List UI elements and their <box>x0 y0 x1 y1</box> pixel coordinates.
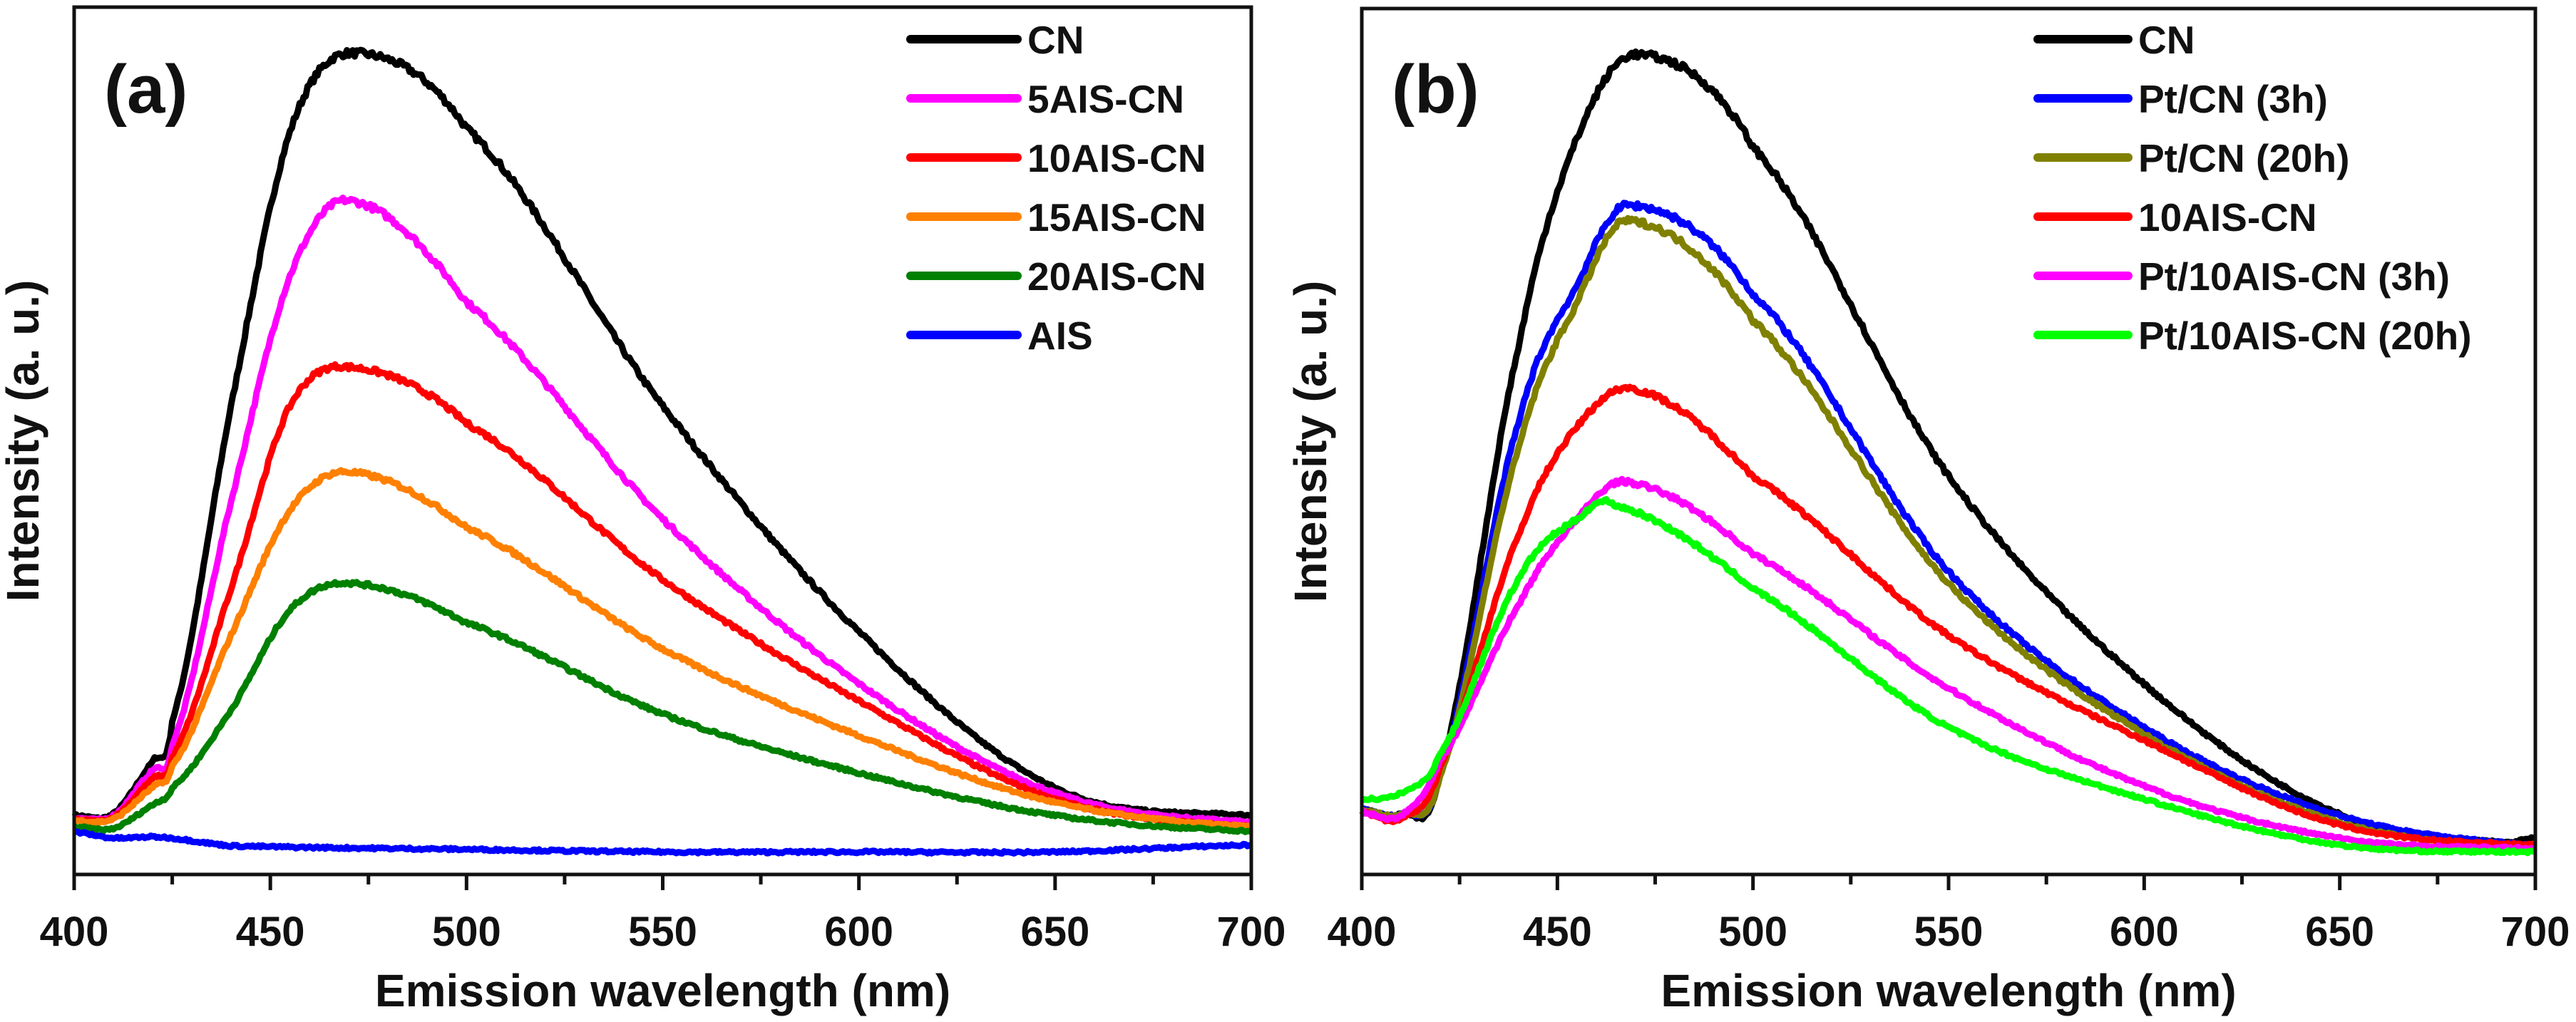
legend-label-2: Pt/CN (20h) <box>2138 136 2349 180</box>
legend-label-3: 10AIS-CN <box>2138 195 2317 239</box>
x-axis-label: Emission wavelength (nm) <box>1661 965 2236 1016</box>
y-axis-label: Intensity (a. u.) <box>0 280 48 602</box>
y-axis-label: Intensity (a. u.) <box>1285 281 1336 603</box>
legend-label-0: CN <box>2138 18 2195 62</box>
x-tick-label: 600 <box>2110 909 2179 955</box>
series-line-4 <box>72 579 1253 835</box>
legend-label-5: Pt/10AIS-CN (20h) <box>2138 314 2472 358</box>
x-tick-label: 700 <box>1217 909 1286 955</box>
series-line-3 <box>1359 383 2537 849</box>
legend-label-3: 15AIS-CN <box>1027 195 1206 239</box>
x-tick-label: 450 <box>1523 909 1592 955</box>
series-line-5 <box>1359 496 2537 857</box>
series-line-1 <box>1360 200 2537 849</box>
series-line-1 <box>73 195 1253 826</box>
plot-frame <box>1360 6 2537 877</box>
series-line-5 <box>73 827 1253 857</box>
panel-label: (b) <box>1392 51 1479 128</box>
legend-label-4: Pt/10AIS-CN (3h) <box>2138 254 2450 299</box>
x-tick-label: 650 <box>2305 909 2374 955</box>
series-line-3 <box>73 467 1253 831</box>
x-tick-label: 600 <box>824 909 893 955</box>
legend-label-4: 20AIS-CN <box>1027 254 1206 299</box>
legend-label-5: AIS <box>1027 314 1093 358</box>
series-line-2 <box>1360 215 2537 853</box>
x-tick-label: 500 <box>432 909 501 955</box>
x-axis-label: Emission wavelength (nm) <box>375 965 950 1016</box>
panel-b-chart: 400 450 500 550 600 650 700 Emission wavelength… <box>1285 6 2570 1016</box>
x-tick-label: 450 <box>236 909 305 955</box>
legend-label-2: 10AIS-CN <box>1027 136 1206 180</box>
x-tick-label: 650 <box>1020 909 1089 955</box>
legend-label-0: CN <box>1027 18 1084 62</box>
panel-a-chart: 400 450 500 550 600 650 700 Emission wavelength… <box>0 5 1286 1016</box>
series-line-0 <box>71 46 1253 822</box>
panel-label: (a) <box>104 51 188 128</box>
x-tick-label: 400 <box>40 909 109 955</box>
legend-label-1: 5AIS-CN <box>1027 77 1184 121</box>
x-tick-label: 400 <box>1328 909 1397 955</box>
legend-label-1: Pt/CN (3h) <box>2138 77 2328 121</box>
series-line-4 <box>1360 475 2537 852</box>
x-tick-label: 500 <box>1718 909 1787 955</box>
x-tick-label: 550 <box>1914 909 1984 955</box>
x-tick-label: 550 <box>628 909 697 955</box>
x-tick-label: 700 <box>2501 909 2570 955</box>
